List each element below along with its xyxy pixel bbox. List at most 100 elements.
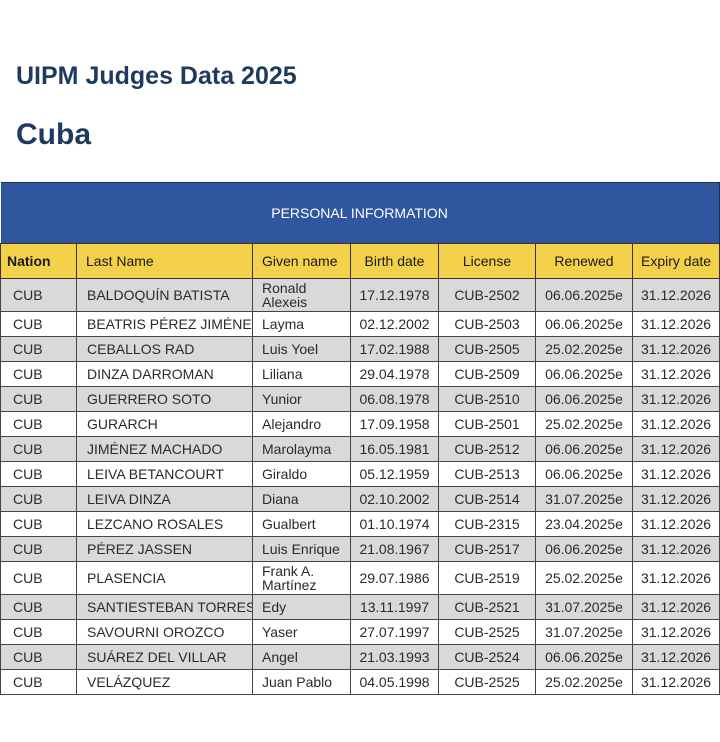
cell-nation: CUB [0, 361, 77, 387]
cell-birth-date: 29.04.1978 [350, 361, 439, 387]
cell-renewed: 06.06.2025e [535, 644, 633, 670]
cell-birth-date: 02.10.2002 [350, 486, 439, 512]
cell-given-name: Angel [252, 644, 351, 670]
cell-last-name: GUERRERO SOTO [76, 386, 253, 412]
cell-last-name: LEIVA BETANCOURT [76, 461, 253, 487]
cell-expiry-date: 31.12.2026 [631, 561, 720, 595]
cell-expiry-date: 31.12.2026 [631, 386, 720, 412]
cell-renewed: 06.06.2025e [535, 461, 633, 487]
country-heading: Cuba [16, 118, 91, 151]
cell-given-name: Yaser [252, 619, 351, 645]
column-header-given-name: Given name [252, 243, 351, 279]
cell-license: CUB-2517 [438, 536, 536, 562]
cell-given-name: Juan Pablo [252, 669, 351, 695]
cell-renewed: 25.02.2025e [535, 669, 633, 695]
table-row: CUB JIMÉNEZ MACHADO Marolayma 16.05.1981 CUB… [0, 436, 720, 462]
cell-renewed: 06.06.2025e [535, 386, 633, 412]
cell-birth-date: 01.10.1974 [350, 511, 439, 537]
column-header-last-name: Last Name [76, 243, 253, 279]
cell-expiry-date: 31.12.2026 [631, 669, 720, 695]
column-header-row: Nation Last Name Given name Birth date L… [0, 243, 720, 279]
table-row: CUB LEZCANO ROSALES Gualbert 01.10.1974 CUB-… [0, 511, 720, 537]
cell-nation: CUB [0, 619, 77, 645]
cell-nation: CUB [0, 561, 77, 595]
cell-given-name: Diana [252, 486, 351, 512]
cell-last-name: SUÁREZ DEL VILLAR [76, 644, 253, 670]
cell-last-name: PLASENCIA [76, 561, 253, 595]
cell-given-name: Alejandro [252, 411, 351, 437]
cell-renewed: 31.07.2025e [535, 619, 633, 645]
table-row: CUB VELÁZQUEZ Juan Pablo 04.05.1998 CUB-2525… [0, 669, 720, 695]
cell-license: CUB-2509 [438, 361, 536, 387]
cell-license: CUB-2501 [438, 411, 536, 437]
cell-given-name: Marolayma [252, 436, 351, 462]
cell-expiry-date: 31.12.2026 [631, 619, 720, 645]
cell-last-name: DINZA DARROMAN [76, 361, 253, 387]
document-title: UIPM Judges Data 2025 [16, 62, 297, 90]
cell-given-name: Gualbert [252, 511, 351, 537]
cell-license: CUB-2510 [438, 386, 536, 412]
cell-nation: CUB [0, 311, 77, 337]
table-row: CUB DINZA DARROMAN Liliana 29.04.1978 CUB-25… [0, 361, 720, 387]
cell-renewed: 31.07.2025e [535, 486, 633, 512]
cell-nation: CUB [0, 411, 77, 437]
cell-license: CUB-2525 [438, 619, 536, 645]
cell-nation: CUB [0, 511, 77, 537]
table-row: CUB BALDOQUÍN BATISTA Ronald Alexeis 17.12.… [0, 278, 720, 312]
cell-birth-date: 04.05.1998 [350, 669, 439, 695]
cell-given-name: Yunior [252, 386, 351, 412]
cell-nation: CUB [0, 386, 77, 412]
cell-nation: CUB [0, 644, 77, 670]
cell-nation: CUB [0, 278, 77, 312]
cell-birth-date: 05.12.1959 [350, 461, 439, 487]
cell-last-name: BEATRIS PÉREZ JIMÉNEZ [76, 311, 253, 337]
cell-given-name: Luis Enrique [252, 536, 351, 562]
cell-given-name: Layma [252, 311, 351, 337]
cell-renewed: 06.06.2025e [535, 361, 633, 387]
cell-expiry-date: 31.12.2026 [631, 336, 720, 362]
cell-last-name: LEZCANO ROSALES [76, 511, 253, 537]
section-header-row: PERSONAL INFORMATION [0, 182, 720, 244]
column-header-license: License [438, 243, 536, 279]
cell-birth-date: 17.02.1988 [350, 336, 439, 362]
cell-expiry-date: 31.12.2026 [631, 644, 720, 670]
cell-birth-date: 02.12.2002 [350, 311, 439, 337]
cell-expiry-date: 31.12.2026 [631, 278, 720, 312]
cell-license: CUB-2505 [438, 336, 536, 362]
cell-license: CUB-2524 [438, 644, 536, 670]
cell-expiry-date: 31.12.2026 [631, 461, 720, 487]
cell-given-name: Frank A. Martínez [252, 561, 351, 595]
cell-renewed: 06.06.2025e [535, 311, 633, 337]
table-row: CUB GURARCH Alejandro 17.09.1958 CUB-2501 25.… [0, 411, 720, 437]
cell-expiry-date: 31.12.2026 [631, 594, 720, 620]
cell-given-name: Ronald Alexeis [252, 278, 351, 312]
cell-last-name: CEBALLOS RAD [76, 336, 253, 362]
table-row: CUB PLASENCIA Frank A. Martínez 29.07.1986 C… [0, 561, 720, 595]
cell-birth-date: 13.11.1997 [350, 594, 439, 620]
cell-last-name: PÉREZ JASSEN [76, 536, 253, 562]
cell-license: CUB-2503 [438, 311, 536, 337]
table-row: CUB LEIVA BETANCOURT Giraldo 05.12.1959 CUB-… [0, 461, 720, 487]
cell-nation: CUB [0, 486, 77, 512]
table-row: CUB CEBALLOS RAD Luis Yoel 17.02.1988 CUB-25… [0, 336, 720, 362]
table-row: CUB GUERRERO SOTO Yunior 06.08.1978 CUB-2510… [0, 386, 720, 412]
cell-expiry-date: 31.12.2026 [631, 536, 720, 562]
cell-last-name: VELÁZQUEZ [76, 669, 253, 695]
cell-renewed: 06.06.2025e [535, 278, 633, 312]
cell-last-name: SANTIESTEBAN TORRES [76, 594, 253, 620]
cell-birth-date: 17.12.1978 [350, 278, 439, 312]
judges-table: PERSONAL INFORMATION Nation Last Name Gi… [0, 182, 720, 695]
table-row: CUB LEIVA DINZA Diana 02.10.2002 CUB-2514 31.… [0, 486, 720, 512]
column-header-expiry-date: Expiry date [631, 243, 720, 279]
cell-renewed: 23.04.2025e [535, 511, 633, 537]
table-row: CUB SANTIESTEBAN TORRES Edy 13.11.1997 CUB-2… [0, 594, 720, 620]
cell-license: CUB-2513 [438, 461, 536, 487]
cell-license: CUB-2502 [438, 278, 536, 312]
cell-expiry-date: 31.12.2026 [631, 436, 720, 462]
cell-last-name: BALDOQUÍN BATISTA [76, 278, 253, 312]
cell-expiry-date: 31.12.2026 [631, 411, 720, 437]
judges-table-body: CUB BALDOQUÍN BATISTA Ronald Alexeis 17.12.… [0, 278, 720, 695]
cell-birth-date: 27.07.1997 [350, 619, 439, 645]
table-row: CUB BEATRIS PÉREZ JIMÉNEZ Layma 02.12.2002 C… [0, 311, 720, 337]
cell-expiry-date: 31.12.2026 [631, 511, 720, 537]
